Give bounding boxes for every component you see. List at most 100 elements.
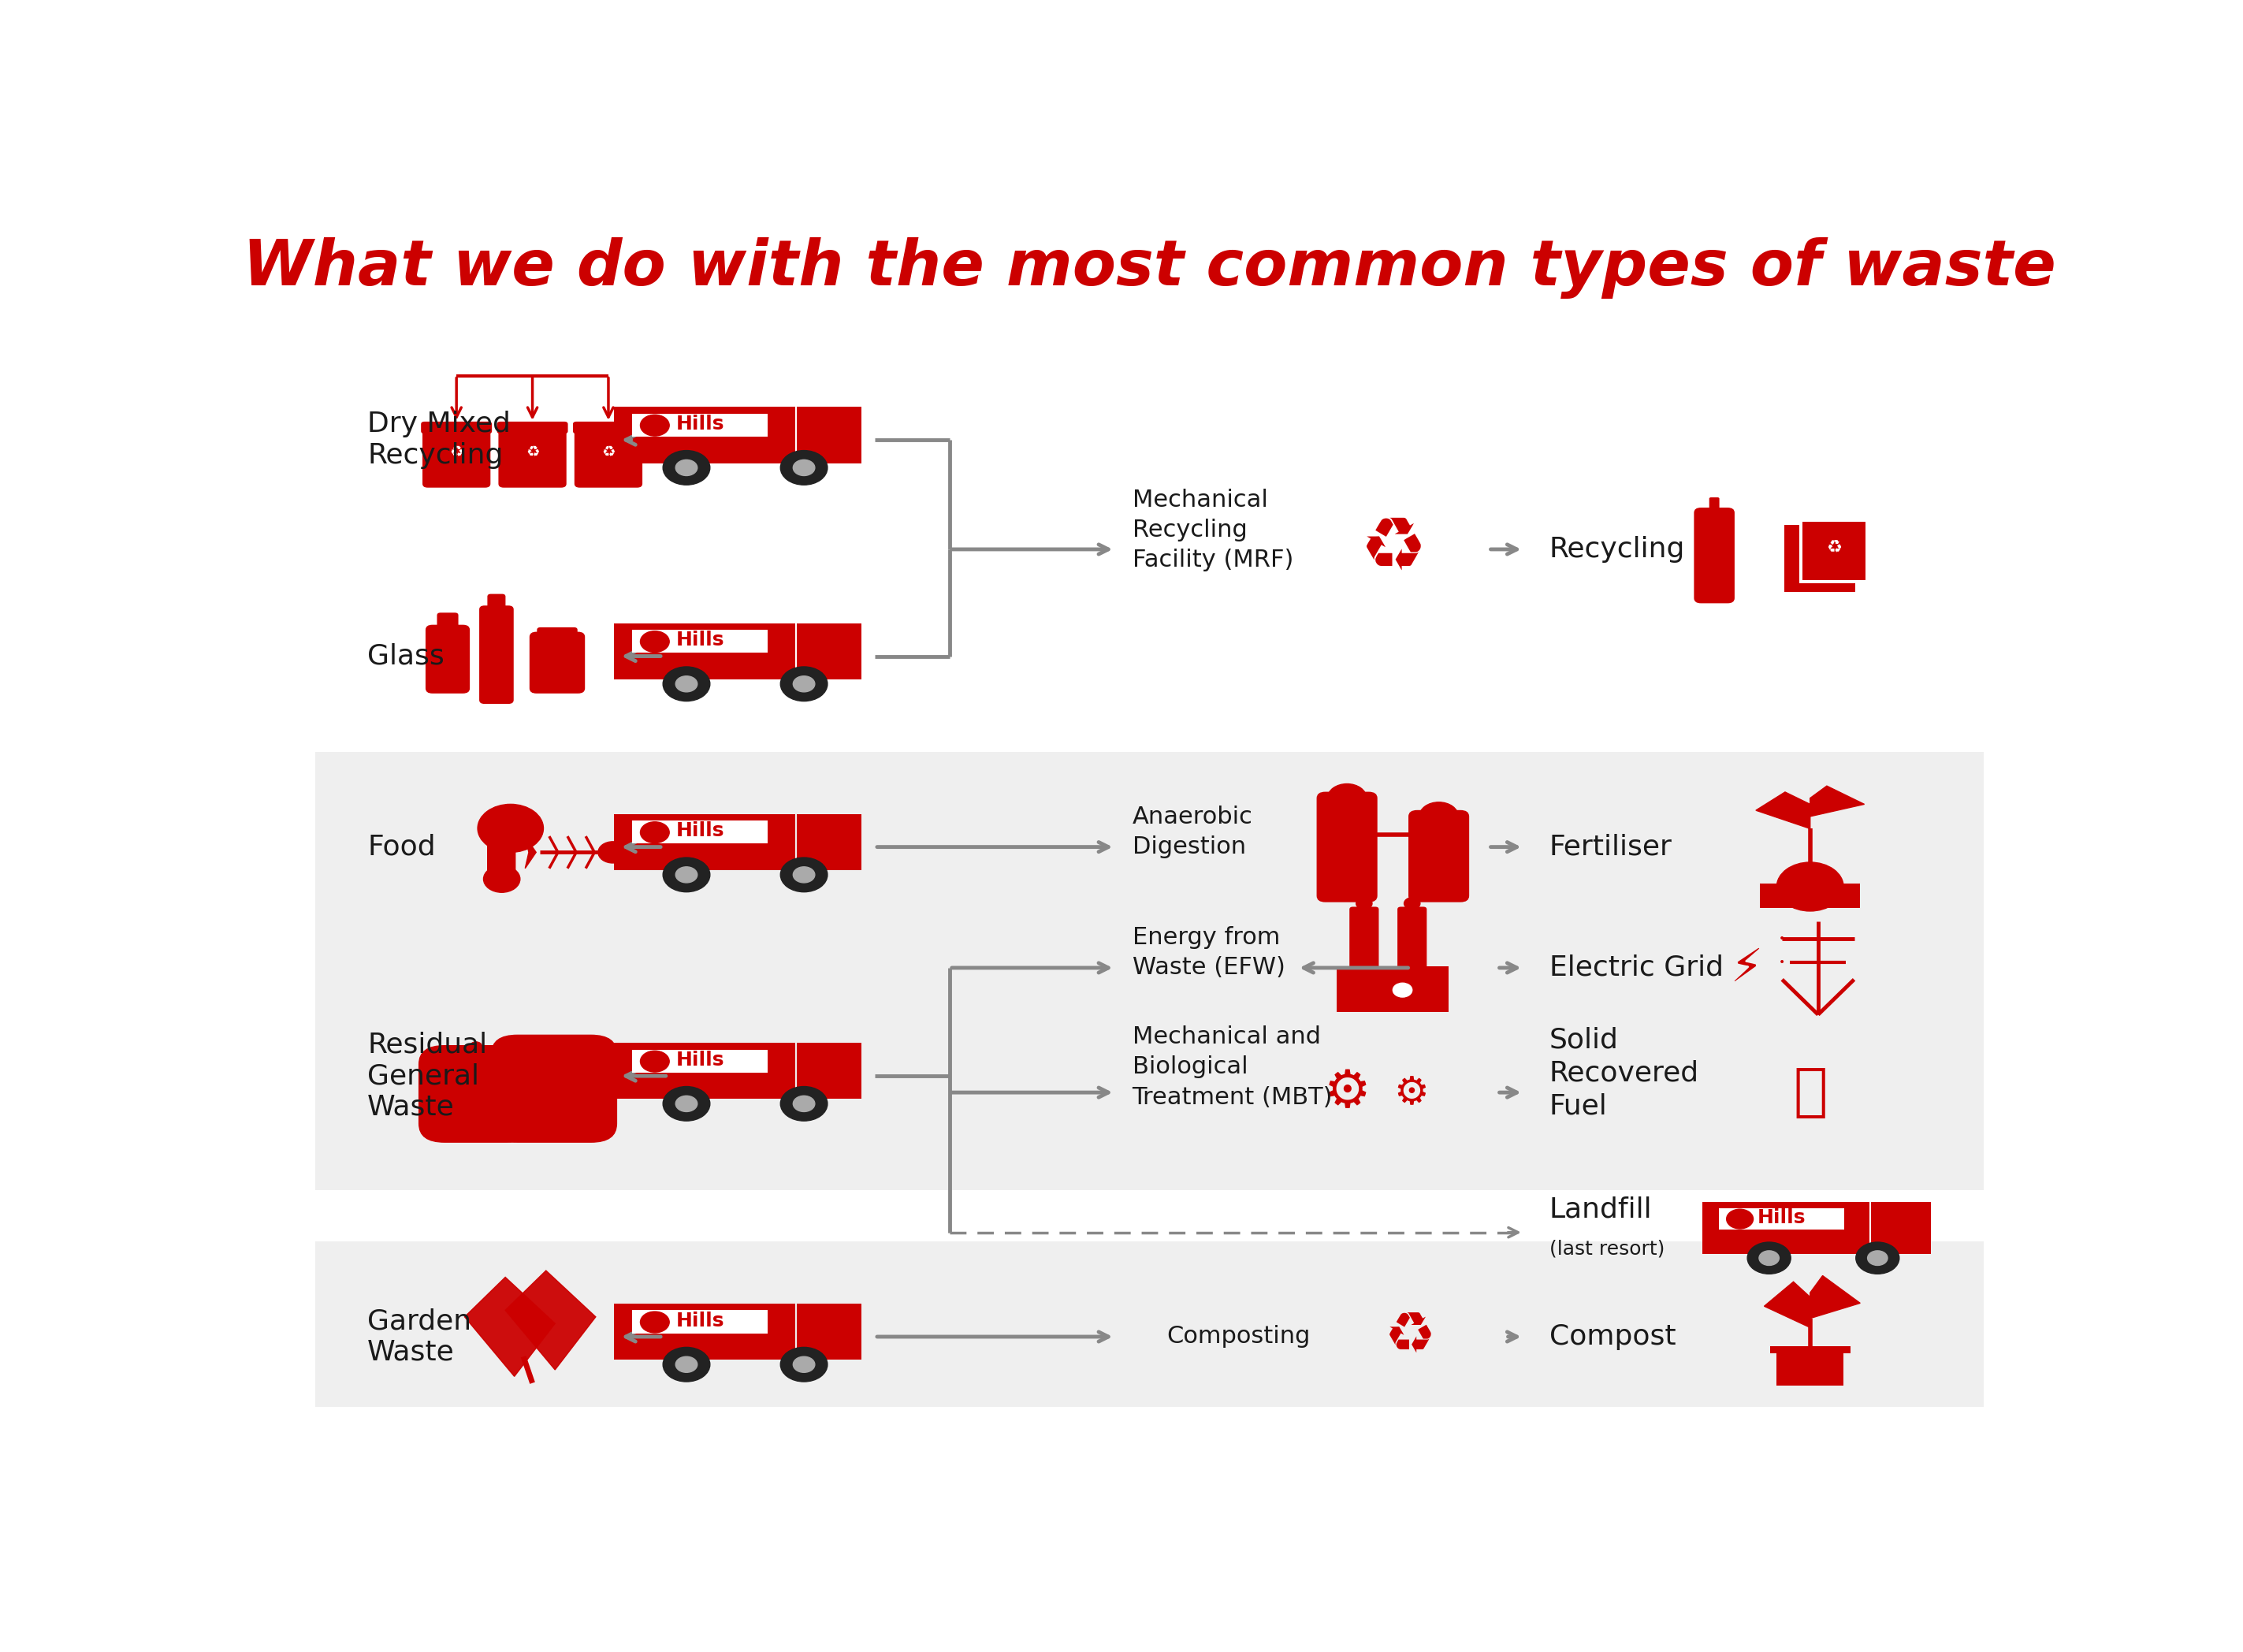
Text: ⚙: ⚙ [1393,1074,1429,1112]
Polygon shape [1765,1282,1810,1328]
Circle shape [1776,862,1844,912]
Polygon shape [1756,791,1810,829]
Polygon shape [525,836,536,869]
Circle shape [1868,1251,1889,1265]
Circle shape [664,1087,711,1122]
Circle shape [675,1356,698,1373]
FancyBboxPatch shape [1350,907,1379,970]
Text: Hills: Hills [1756,1208,1806,1227]
Circle shape [1328,783,1366,813]
FancyBboxPatch shape [615,623,794,679]
FancyBboxPatch shape [536,628,576,639]
FancyBboxPatch shape [1317,791,1377,902]
FancyBboxPatch shape [633,629,767,653]
Circle shape [1393,983,1413,998]
Circle shape [484,866,520,892]
Circle shape [781,451,828,486]
Text: Garden
Waste: Garden Waste [368,1308,471,1366]
Text: (last resort): (last resort) [1550,1239,1664,1259]
Circle shape [639,1051,668,1072]
Circle shape [639,415,668,436]
Text: Landfill: Landfill [1550,1196,1653,1222]
FancyBboxPatch shape [796,814,861,871]
Circle shape [471,1042,482,1051]
Text: Recycling: Recycling [1550,535,1684,563]
Circle shape [675,459,698,476]
Circle shape [675,867,698,882]
Text: ⚡: ⚡ [1729,945,1763,990]
FancyBboxPatch shape [1785,525,1855,591]
FancyBboxPatch shape [426,624,469,694]
FancyBboxPatch shape [796,623,861,679]
Text: ♻: ♻ [525,444,538,459]
Text: ⚙: ⚙ [1323,1067,1370,1118]
Text: What we do with the most common types of waste: What we do with the most common types of… [242,238,2057,299]
Circle shape [1747,1242,1790,1274]
Circle shape [1855,1242,1900,1274]
Circle shape [599,841,628,862]
FancyBboxPatch shape [1761,884,1859,909]
FancyBboxPatch shape [437,613,458,633]
Text: Glass: Glass [368,643,444,669]
Text: ♻: ♻ [601,444,615,459]
Circle shape [781,1087,828,1122]
FancyBboxPatch shape [529,631,585,694]
FancyBboxPatch shape [498,428,567,487]
Polygon shape [505,1270,597,1370]
Circle shape [1759,1251,1779,1265]
FancyBboxPatch shape [1803,522,1866,580]
Circle shape [794,1095,814,1112]
Text: •: • [1779,957,1785,968]
FancyBboxPatch shape [796,1303,861,1360]
Text: Hills: Hills [675,821,724,841]
FancyBboxPatch shape [487,595,505,611]
Polygon shape [1810,1275,1859,1318]
Circle shape [478,805,543,852]
Circle shape [639,1312,668,1333]
FancyBboxPatch shape [796,406,861,463]
Text: Compost: Compost [1550,1323,1676,1350]
Circle shape [639,821,668,843]
FancyBboxPatch shape [615,1042,794,1099]
Circle shape [781,1348,828,1381]
Text: Energy from
Waste (EFW): Energy from Waste (EFW) [1133,927,1285,980]
Text: Hills: Hills [675,415,724,433]
Circle shape [1384,978,1420,1003]
Circle shape [664,857,711,892]
Circle shape [781,667,828,700]
FancyBboxPatch shape [1799,515,1871,583]
FancyBboxPatch shape [633,413,767,436]
FancyBboxPatch shape [615,814,794,871]
FancyBboxPatch shape [1776,1351,1844,1386]
Circle shape [794,676,814,692]
Text: Mechanical
Recycling
Facility (MRF): Mechanical Recycling Facility (MRF) [1133,489,1294,572]
Circle shape [781,857,828,892]
Circle shape [547,1036,561,1046]
FancyBboxPatch shape [419,1046,534,1143]
FancyBboxPatch shape [1409,809,1469,902]
Circle shape [664,1348,711,1381]
Circle shape [664,667,711,700]
FancyBboxPatch shape [574,428,641,487]
FancyBboxPatch shape [314,1241,1985,1408]
FancyBboxPatch shape [1693,507,1734,603]
Text: Electric Grid: Electric Grid [1550,955,1723,981]
Circle shape [675,676,698,692]
Text: Anaerobic
Digestion: Anaerobic Digestion [1133,805,1252,857]
Text: ♻: ♻ [449,444,464,459]
FancyBboxPatch shape [422,421,491,434]
FancyBboxPatch shape [1871,1203,1931,1254]
FancyBboxPatch shape [314,752,1985,923]
FancyBboxPatch shape [615,406,794,463]
Text: Residual
General
Waste: Residual General Waste [368,1031,487,1120]
FancyBboxPatch shape [1718,1208,1844,1229]
FancyBboxPatch shape [422,428,491,487]
FancyBboxPatch shape [1770,1346,1850,1353]
Polygon shape [464,1277,554,1376]
FancyBboxPatch shape [1397,907,1427,970]
FancyBboxPatch shape [498,421,567,434]
Circle shape [1727,1209,1754,1229]
Text: Dry Mixed
Recycling: Dry Mixed Recycling [368,411,511,469]
FancyBboxPatch shape [314,847,1985,1191]
FancyBboxPatch shape [572,421,644,434]
